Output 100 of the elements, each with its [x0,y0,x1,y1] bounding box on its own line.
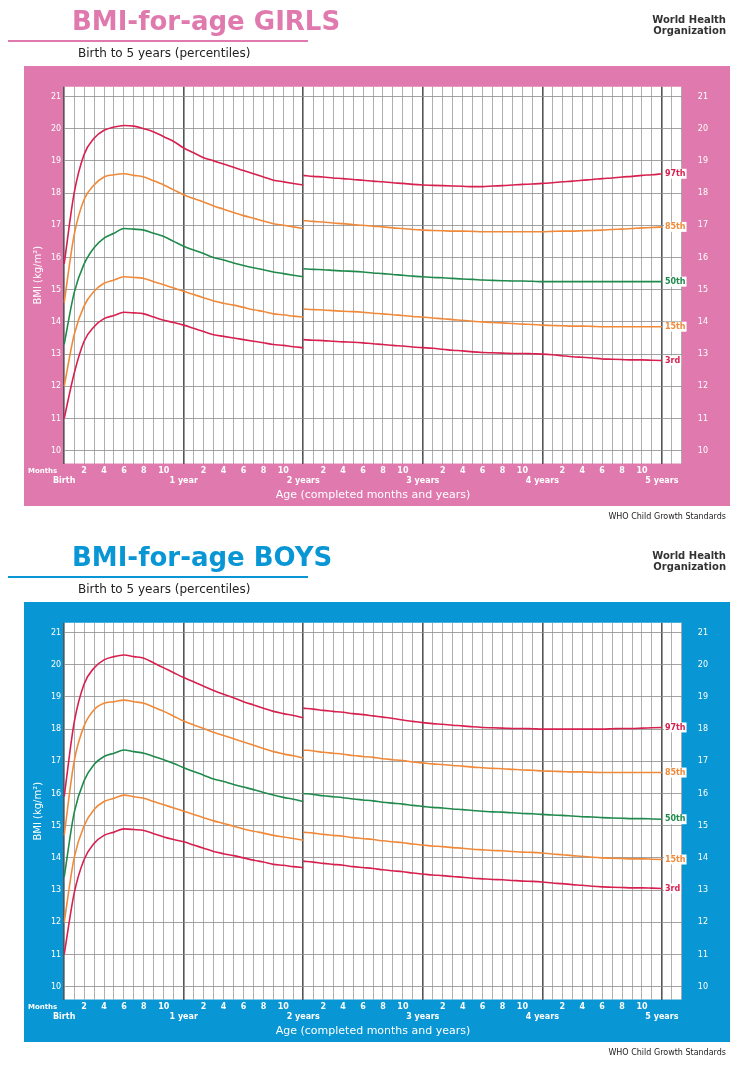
y2-tick-label: 11 [697,413,709,423]
x-tick-label: 2 [81,1002,87,1012]
x-tick-label: 10 [397,466,409,476]
x-tick-label: 2 [81,466,87,476]
x-tick-label: 4 [220,1002,227,1012]
line-series [302,172,663,188]
x-tick-label: 8 [141,1002,148,1012]
y-tick-label: 13 [50,885,62,895]
x-tick-label: 6 [599,466,606,476]
y2-tick-label: 18 [697,724,709,734]
y-tick-label: 10 [50,445,62,455]
x-tick-label: 6 [360,1002,367,1012]
x-tick-label: 8 [260,1002,267,1012]
x-tick-label: 2 [320,1002,326,1012]
y2-tick-label: 16 [697,252,709,262]
y2-tick-label: 20 [697,123,709,133]
y-tick-label: 18 [50,724,62,734]
x-tick-label: 2 [439,1002,446,1012]
y-axis-title: BMI (kg/m²) [31,245,43,305]
line-series [63,828,305,956]
y-tick-label: 21 [50,91,62,101]
x-tick-label: 10 [636,466,648,476]
x-tick-label: 4 [459,1002,466,1012]
y2-tick-label: 11 [697,949,709,959]
chart-subtitle: Birth to 5 years (percentiles) [78,582,251,596]
y-tick-label: 16 [50,788,62,798]
y-tick-label: 11 [50,949,62,959]
y-tick-label: 18 [50,188,62,198]
text: World Health Organization [651,14,726,36]
y2-tick-label: 12 [697,917,709,927]
x-tick-label: Birth [53,476,76,486]
x-tick-label: 5 years [645,476,679,486]
y2-tick-label: 13 [697,349,709,359]
series-label: 97th [664,722,686,732]
y2-tick-label: 17 [697,756,709,766]
y-tick-label: 15 [50,284,62,294]
y2-tick-label: 10 [697,445,709,455]
y2-tick-label: 19 [697,155,709,165]
y2-tick-label: 10 [697,981,709,991]
chart-title: BMI-for-age BOYS [72,542,333,572]
x-tick-label: 10 [516,1002,529,1012]
series-label: 50th [664,276,686,286]
series-label: 50th [664,814,686,824]
series-label: 85th [664,221,686,231]
series-label: 3rd [664,355,681,365]
x-tick-label: 4 [340,1002,347,1012]
x-tick-label: 4 [220,466,227,476]
line-series [63,654,305,798]
x-tick-label: 8 [260,466,267,476]
line-series [302,267,663,283]
x-tick-label: 6 [121,1002,128,1012]
x-tick-label: 6 [360,466,367,476]
x-tick-label: 10 [158,466,170,476]
y-tick-label: 17 [50,220,62,230]
y2-tick-label: 21 [697,627,709,637]
line-series [63,749,305,879]
x-axis-title: Age (completed months and years) [275,1024,471,1038]
line-series [302,338,663,362]
y-tick-label: 14 [50,316,62,326]
x-tick-label: 3 years [406,476,440,486]
x-tick-label: 2 [439,466,446,476]
y-axis-title: BMI (kg/m²) [31,781,43,841]
x-tick-label: 4 [579,466,586,476]
line-series [63,311,305,420]
y-tick-label: 17 [50,756,62,766]
y2-tick-label: 15 [697,284,709,294]
x-tick-label: 8 [380,1002,387,1012]
y-tick-label: 14 [50,852,62,862]
series-label: 85th [664,767,686,777]
y2-tick-label: 21 [697,91,709,101]
x-tick-label: 6 [479,1002,486,1012]
line-series [63,124,305,265]
x-tick-label: 8 [619,1002,626,1012]
y-tick-label: 19 [50,155,62,165]
chart-title: BMI-for-age GIRLS [72,6,341,36]
series-label: 3rd [664,883,681,893]
y2-tick-label: 15 [697,820,709,830]
y2-tick-label: 12 [697,381,709,391]
series-label: 97th [664,168,686,178]
x-tick-label: 2 [200,1002,207,1012]
series-label: 15th [664,321,686,331]
line-series [302,749,663,774]
y2-tick-label: 14 [697,316,709,326]
y-tick-label: 19 [50,691,62,701]
x-tick-label: 6 [121,466,128,476]
x-tick-label: 1 year [169,476,198,486]
line-series [302,308,663,328]
y2-tick-label: 17 [697,220,709,230]
x-tick-label: 10 [158,1002,170,1012]
y-tick-label: 10 [50,981,62,991]
line-series [63,794,305,924]
text: WHO Child Growth Standards [607,511,727,521]
y-tick-label: 20 [50,659,62,669]
y-tick-label: 11 [50,413,62,423]
x-tick-label: 2 [320,466,326,476]
y-tick-label: 20 [50,123,62,133]
y2-tick-label: 20 [697,659,709,669]
x-tick-label: 10 [277,466,290,476]
line-series [63,172,305,304]
y-tick-label: 12 [50,917,62,927]
